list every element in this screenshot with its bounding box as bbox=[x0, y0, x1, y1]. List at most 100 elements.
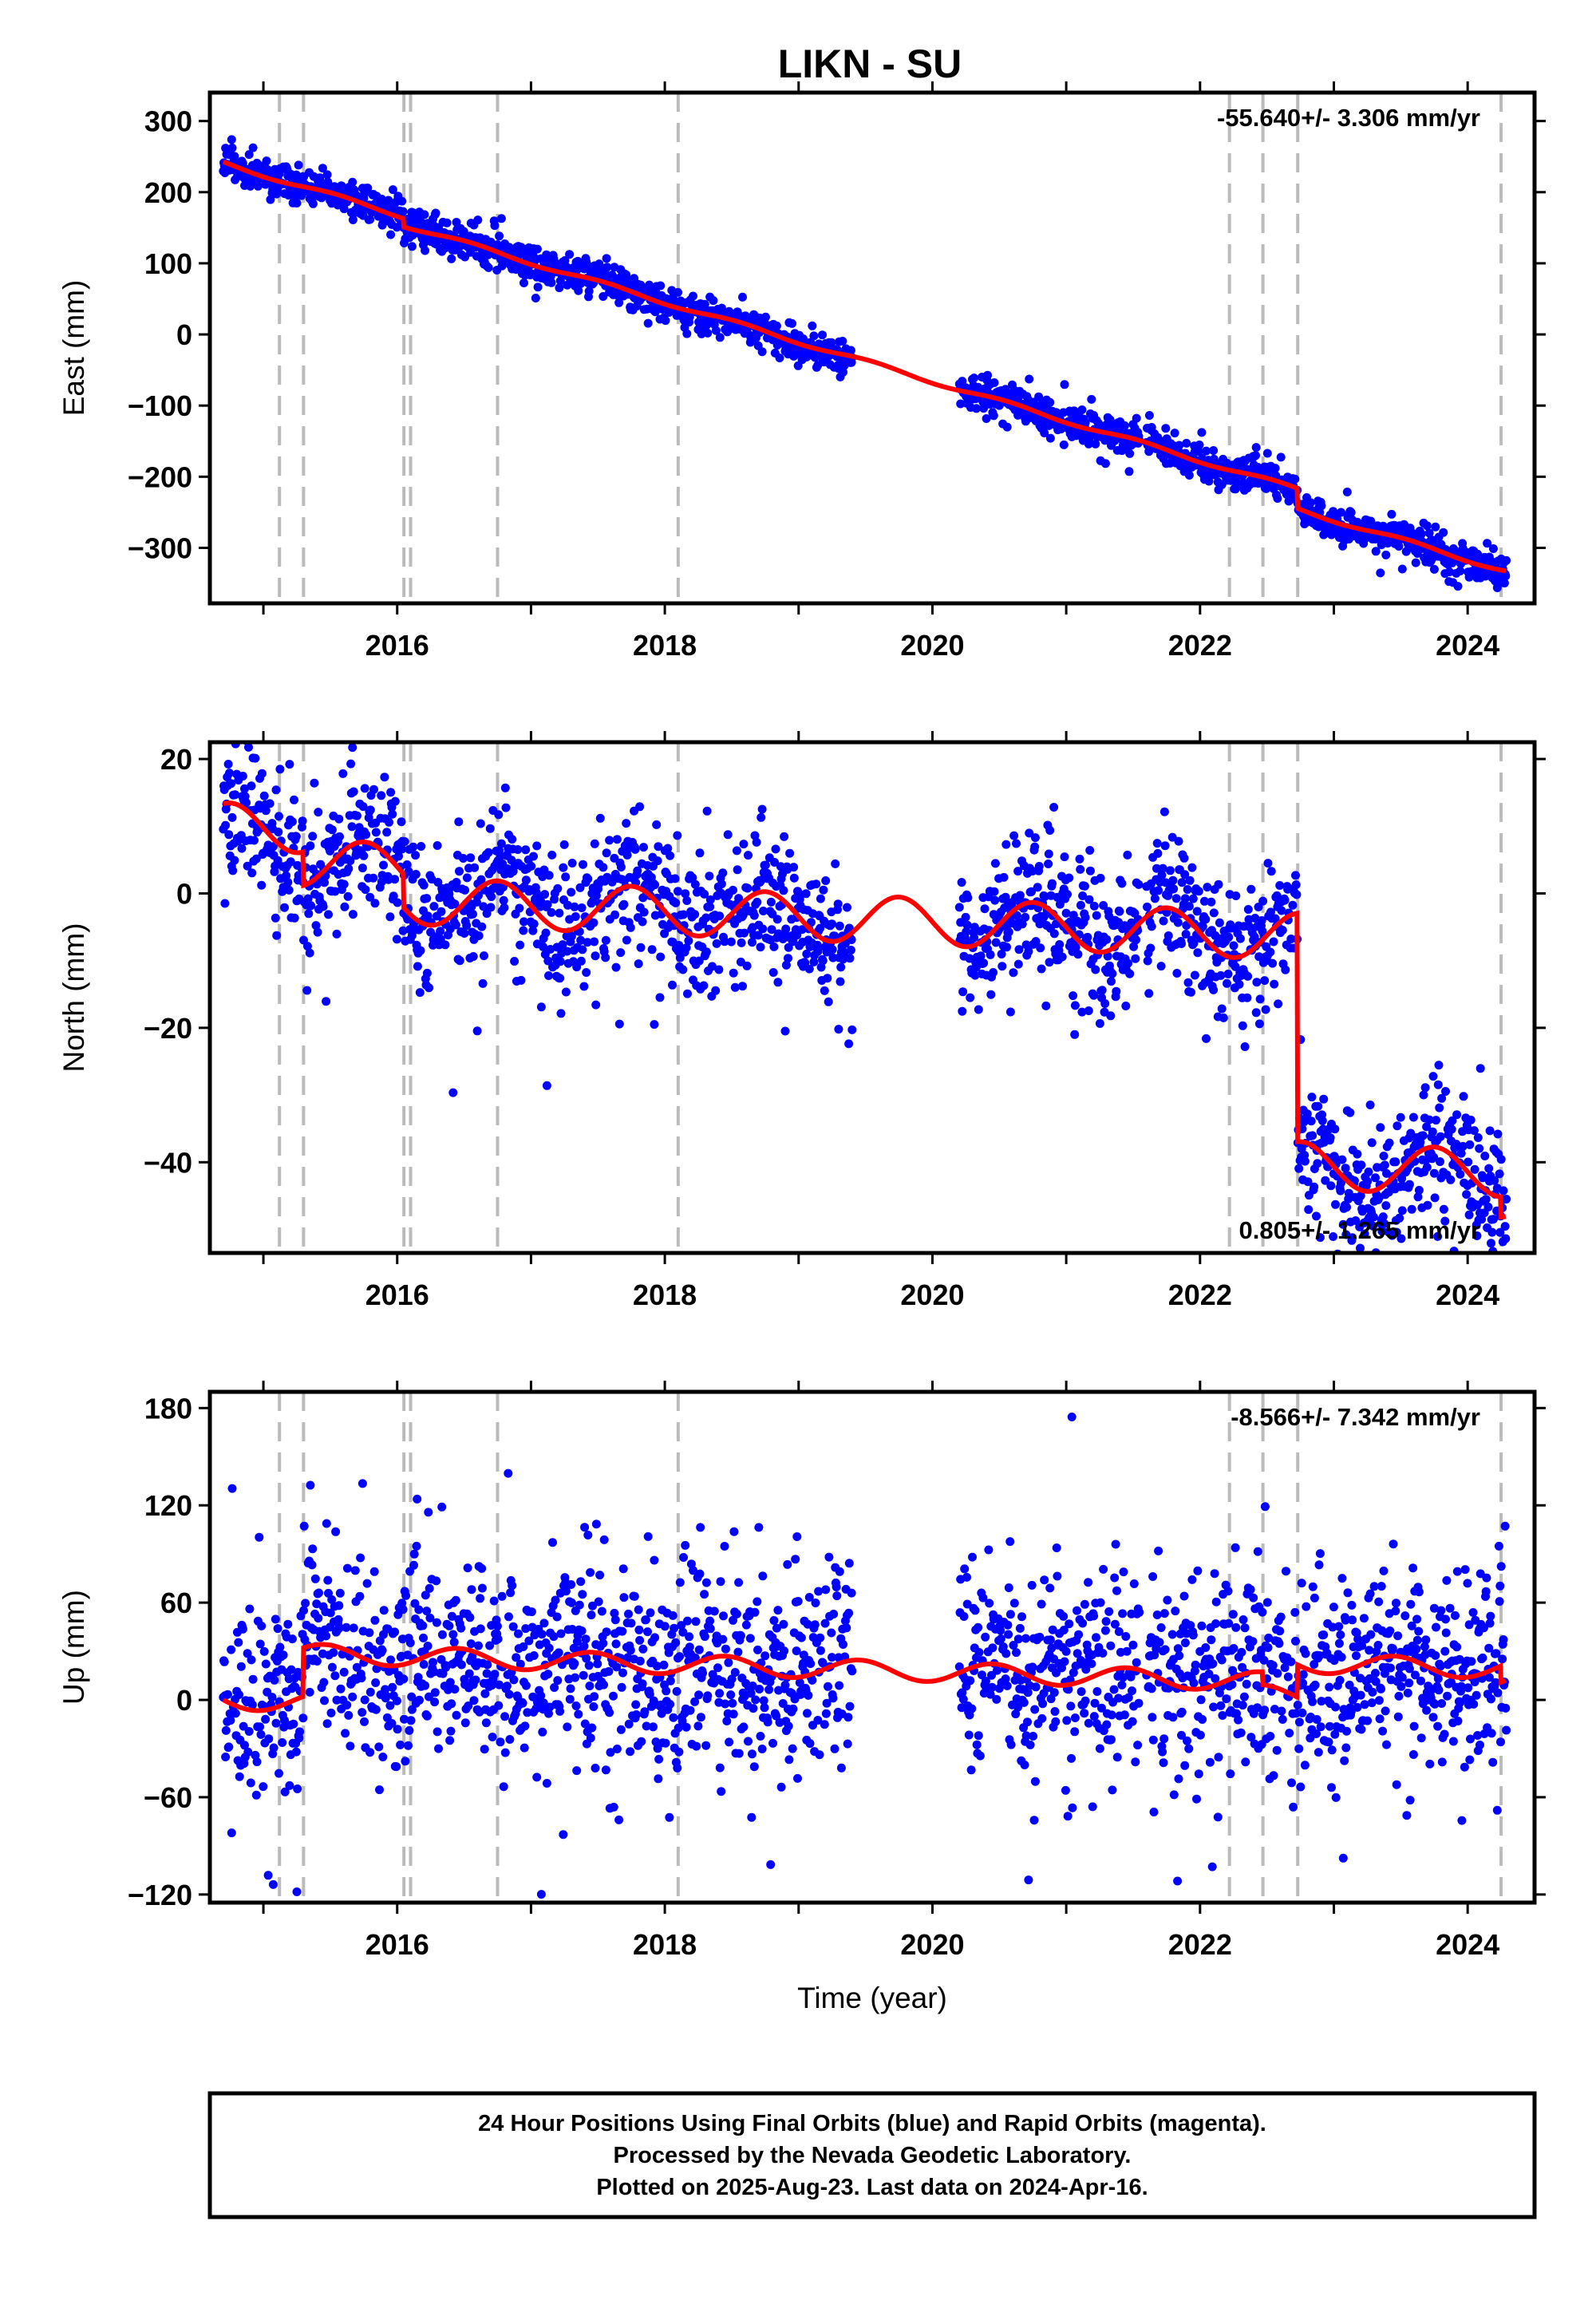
observation-points bbox=[219, 135, 1511, 592]
observation-point bbox=[1025, 828, 1034, 838]
observation-point bbox=[476, 1624, 485, 1634]
y-axis-label: North (mm) bbox=[57, 923, 90, 1072]
observation-point bbox=[436, 927, 445, 936]
observation-point bbox=[246, 1778, 255, 1788]
observation-point bbox=[1393, 1121, 1402, 1131]
observation-point bbox=[1290, 474, 1300, 484]
observation-point bbox=[1099, 901, 1108, 910]
observation-point bbox=[821, 876, 831, 885]
observation-point bbox=[307, 1560, 317, 1570]
observation-point bbox=[1407, 1204, 1416, 1214]
observation-point bbox=[1153, 848, 1163, 858]
observation-point bbox=[847, 1588, 856, 1598]
observation-point bbox=[605, 836, 614, 845]
observation-point bbox=[243, 1747, 253, 1757]
observation-point bbox=[1024, 1875, 1033, 1885]
observation-point bbox=[477, 1583, 487, 1593]
observation-point bbox=[681, 943, 691, 953]
observation-point bbox=[245, 1604, 255, 1614]
observation-point bbox=[1476, 1064, 1485, 1073]
observation-point bbox=[844, 1608, 854, 1618]
observation-point bbox=[1120, 921, 1129, 931]
observation-point bbox=[1493, 1129, 1503, 1139]
observation-point bbox=[1059, 1611, 1069, 1621]
observation-point bbox=[1483, 1202, 1493, 1211]
observation-point bbox=[1034, 862, 1044, 871]
observation-point bbox=[456, 1660, 466, 1670]
observation-point bbox=[1087, 1659, 1096, 1669]
observation-point bbox=[809, 957, 819, 966]
observation-point bbox=[598, 1638, 608, 1648]
observation-point bbox=[469, 1696, 479, 1705]
observation-point bbox=[1100, 999, 1110, 1008]
observation-point bbox=[1446, 1175, 1456, 1184]
observation-point bbox=[1084, 1578, 1093, 1587]
observation-point bbox=[1080, 418, 1090, 428]
observation-point bbox=[804, 964, 814, 974]
observation-point bbox=[813, 1716, 823, 1725]
panel-east: 2016 2018 2020 2022 20243002001000−100−200−3… bbox=[57, 81, 1546, 662]
observation-point bbox=[263, 1871, 273, 1880]
observation-point bbox=[635, 1635, 645, 1645]
observation-point bbox=[476, 819, 485, 828]
observation-point bbox=[650, 1020, 659, 1030]
observation-point bbox=[326, 1708, 336, 1717]
observation-point bbox=[402, 860, 412, 869]
observation-point bbox=[998, 962, 1007, 971]
observation-point bbox=[1238, 1021, 1247, 1030]
observation-point bbox=[640, 1707, 650, 1717]
observation-point bbox=[842, 1623, 851, 1633]
observation-point bbox=[227, 1828, 236, 1838]
observation-point bbox=[591, 1520, 601, 1529]
observation-point bbox=[268, 842, 278, 852]
observation-point bbox=[829, 1610, 839, 1618]
observation-point bbox=[653, 856, 662, 866]
observation-point bbox=[654, 1754, 664, 1764]
observation-point bbox=[533, 283, 543, 292]
observation-point bbox=[572, 1766, 582, 1776]
observation-point bbox=[1193, 948, 1203, 958]
observation-point bbox=[828, 1653, 836, 1662]
observation-point bbox=[251, 1790, 261, 1800]
observation-point bbox=[1428, 1072, 1438, 1081]
observation-point bbox=[432, 1576, 441, 1586]
observation-point bbox=[393, 1725, 402, 1734]
observation-point bbox=[227, 1645, 236, 1654]
observation-point bbox=[655, 993, 665, 1002]
observation-point bbox=[1436, 1132, 1445, 1141]
observation-point bbox=[598, 292, 608, 301]
observation-point bbox=[384, 875, 393, 884]
observation-point bbox=[1380, 1219, 1389, 1228]
observation-point bbox=[419, 1660, 429, 1669]
observation-point bbox=[780, 1026, 790, 1036]
observation-point bbox=[306, 1480, 315, 1490]
observation-point bbox=[679, 1553, 688, 1562]
observation-point bbox=[1303, 1177, 1313, 1187]
observation-point bbox=[792, 1646, 801, 1656]
observation-point bbox=[708, 962, 717, 971]
observation-point bbox=[291, 170, 301, 180]
observation-point bbox=[1001, 840, 1011, 849]
observation-point bbox=[674, 1723, 683, 1733]
observation-point bbox=[338, 769, 348, 778]
observation-point bbox=[374, 1742, 384, 1752]
observation-point bbox=[819, 885, 828, 895]
observation-point bbox=[447, 1699, 456, 1709]
observation-point bbox=[285, 760, 294, 769]
observation-point bbox=[602, 254, 611, 263]
observation-point bbox=[583, 938, 592, 947]
observation-point bbox=[365, 805, 375, 815]
observation-point bbox=[1260, 976, 1270, 986]
observation-point bbox=[576, 935, 586, 945]
observation-point bbox=[847, 1025, 857, 1034]
observation-point bbox=[673, 1763, 682, 1773]
observation-point bbox=[1052, 1543, 1061, 1552]
observation-point bbox=[1500, 1222, 1510, 1231]
observation-point bbox=[405, 1638, 415, 1647]
observation-point bbox=[1169, 884, 1179, 894]
observation-point bbox=[1060, 852, 1069, 862]
observation-point bbox=[451, 920, 460, 930]
observation-point bbox=[1484, 1164, 1494, 1173]
observation-point bbox=[816, 962, 826, 972]
